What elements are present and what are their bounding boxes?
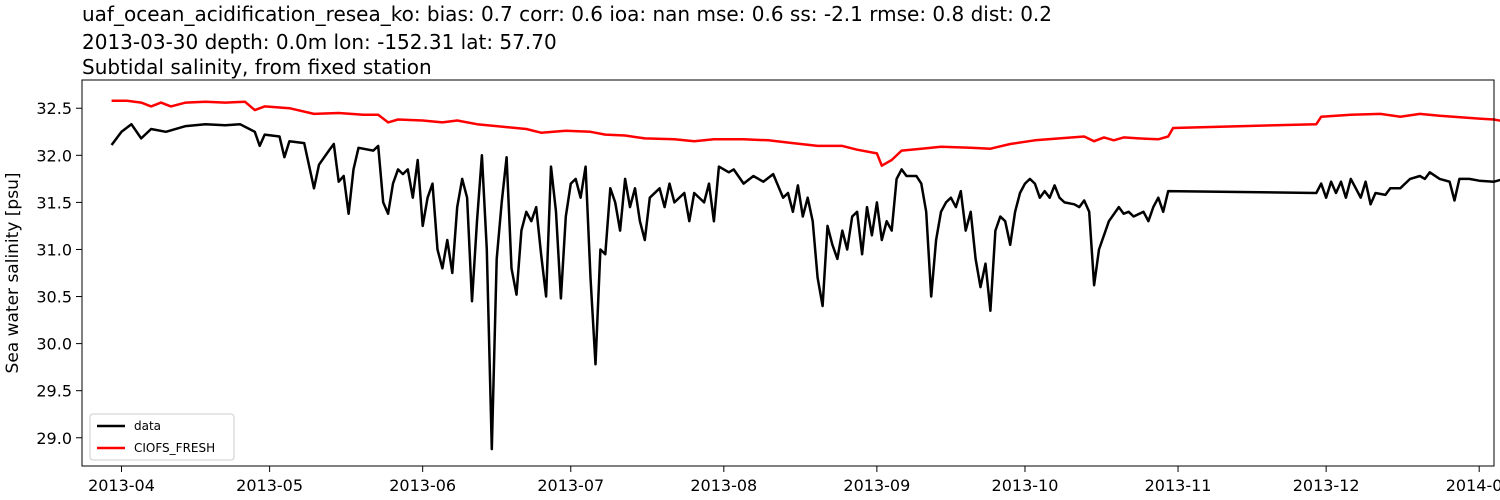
legend-label-ciofs-fresh: CIOFS_FRESH [134,441,215,455]
x-tick-label: 2013-05 [236,476,303,495]
x-tick-label: 2013-06 [389,476,456,495]
series-line-data [110,122,1500,451]
y-tick-label: 29.0 [36,429,72,448]
y-tick-label: 29.5 [36,382,72,401]
legend-box [89,413,235,461]
legend-label-data: data [134,419,161,433]
y-tick-label: 30.0 [36,335,72,354]
x-tick-label: 2014-01 [1446,476,1500,495]
plot-frame [81,79,1495,467]
x-tick-label: 2013-08 [690,476,757,495]
y-axis-label: Sea water salinity [psu] [3,173,23,374]
x-tick-label: 2013-12 [1293,476,1360,495]
y-tick-label: 32.5 [36,99,72,118]
x-tick-label: 2013-09 [843,476,910,495]
x-tick-label: 2013-11 [1145,476,1212,495]
x-tick-label: 2013-10 [992,476,1059,495]
y-tick-label: 31.5 [36,193,72,212]
series-line-ciofs-fresh [111,99,1500,167]
x-tick-label: 2013-04 [88,476,155,495]
chart-title-line-2: 2013-03-30 depth: 0.0m lon: -152.31 lat:… [82,30,557,54]
y-tick-label: 32.0 [36,146,72,165]
y-tick-label: 31.0 [36,240,72,259]
y-tick-label: 30.5 [36,288,72,307]
chart-title-line-3: Subtidal salinity, from fixed station [82,55,432,79]
x-tick-label: 2013-07 [537,476,604,495]
chart-title-line-1: uaf_ocean_acidification_resea_ko: bias: … [82,2,1052,26]
legend: data CIOFS_FRESH [89,413,235,461]
